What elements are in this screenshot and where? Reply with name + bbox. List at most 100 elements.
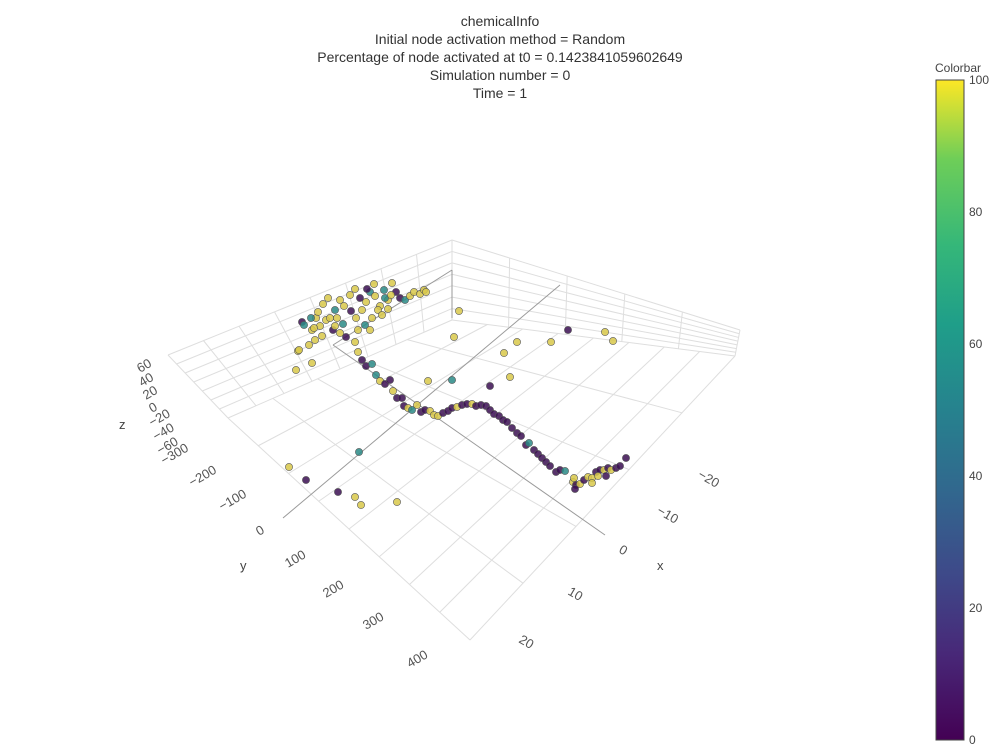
scatter-point[interactable] [408,406,416,414]
colorbar-gradient [935,79,965,741]
scatter-point[interactable] [308,359,316,367]
grid-line [734,329,741,357]
scatter-point[interactable] [347,307,355,315]
scatter-point[interactable] [448,376,456,384]
scatter-point[interactable] [324,294,332,302]
scatter-point[interactable] [351,338,359,346]
x-tick-label: −10 [655,503,682,527]
scatter-point[interactable] [331,322,339,330]
scatter-point[interactable] [336,329,344,337]
scatter-point[interactable] [361,321,369,329]
scatter-point[interactable] [358,306,366,314]
z-tick-label: 20 [140,382,160,402]
scatter-point[interactable] [486,382,494,390]
scatter-point[interactable] [506,373,514,381]
scatter-point[interactable] [384,305,392,313]
scatter-point[interactable] [358,356,366,364]
scatter-point[interactable] [594,472,602,480]
scatter-point[interactable] [570,474,578,482]
scatter-point[interactable] [525,439,533,447]
scatter-point[interactable] [310,324,318,332]
scatter-point[interactable] [319,300,327,308]
scatter-point[interactable] [517,432,525,440]
scatter-point[interactable] [339,320,347,328]
grid-line [451,296,737,350]
scatter-point[interactable] [340,302,348,310]
z-axis-label: z [119,417,126,432]
grid-line [451,239,741,331]
scatter-point[interactable] [602,472,610,480]
scatter-point[interactable] [366,326,374,334]
scatter-point[interactable] [372,371,380,379]
scatter-point[interactable] [300,321,308,329]
scatter-point[interactable] [351,285,359,293]
scatter-point[interactable] [393,498,401,506]
scatter-point[interactable] [389,387,397,395]
colorbar-tick-label: 0 [969,733,976,747]
scatter-point[interactable] [622,454,630,462]
scatter-point[interactable] [378,311,386,319]
scatter-point[interactable] [455,307,463,315]
scatter-point[interactable] [368,360,376,368]
scatter-point[interactable] [352,314,360,322]
scatter-point[interactable] [305,341,313,349]
scatter-point[interactable] [413,401,421,409]
scatter-point[interactable] [503,418,511,426]
scatter-points[interactable] [285,279,630,509]
scatter-point[interactable] [398,394,406,402]
scatter-point[interactable] [387,291,395,299]
scatter-point[interactable] [336,296,344,304]
scatter-point[interactable] [331,306,339,314]
scatter-point[interactable] [371,292,379,300]
scatter-point[interactable] [513,338,521,346]
scatter-point[interactable] [508,424,516,432]
scatter-point[interactable] [370,280,378,288]
scatter-point[interactable] [351,493,359,501]
grid-line [451,285,738,346]
scatter-point[interactable] [368,314,376,322]
scatter-point[interactable] [295,346,303,354]
colorbar-tick-label: 60 [969,337,983,351]
scatter-point[interactable] [500,349,508,357]
scatter-point[interactable] [342,333,350,341]
scatter-point[interactable] [326,314,334,322]
scatter-point[interactable] [362,298,370,306]
scatter-point[interactable] [571,485,579,493]
scatter-point[interactable] [616,462,624,470]
scatter-point[interactable] [302,476,310,484]
scatter-point[interactable] [314,308,322,316]
scatter-point[interactable] [346,291,354,299]
grid-line [677,311,683,349]
grid-line [378,342,630,558]
scatter-point[interactable] [354,326,362,334]
scatter-point[interactable] [546,462,554,470]
scatter-point[interactable] [307,314,315,322]
scatter-point[interactable] [292,366,300,374]
chart-subtitle-time: Time = 1 [472,85,528,101]
scatter-point[interactable] [311,336,319,344]
scatter-point[interactable] [357,501,365,509]
grid-line [451,250,740,335]
scatter-point[interactable] [609,337,617,345]
scatter-point[interactable] [356,294,364,302]
scatter-point[interactable] [333,314,341,322]
scatter-point[interactable] [601,328,609,336]
scatter-point[interactable] [547,338,555,346]
scatter-point[interactable] [380,286,388,294]
scatter-point[interactable] [564,326,572,334]
scatter-point[interactable] [561,467,569,475]
scatter-point[interactable] [450,333,458,341]
scatter-point[interactable] [334,488,342,496]
scatter-point[interactable] [588,479,596,487]
z-axis-ticks: 60 40 20 0 −20 −40 −60 z [119,355,181,457]
scatter-point[interactable] [422,288,430,296]
scatter-point[interactable] [355,448,363,456]
scatter-point[interactable] [285,463,293,471]
scatter-point[interactable] [363,285,371,293]
scatter-point[interactable] [318,332,326,340]
scatter-point[interactable] [386,376,394,384]
scatter-point[interactable] [424,377,432,385]
scatter-point[interactable] [388,279,396,287]
scatter-point[interactable] [354,348,362,356]
